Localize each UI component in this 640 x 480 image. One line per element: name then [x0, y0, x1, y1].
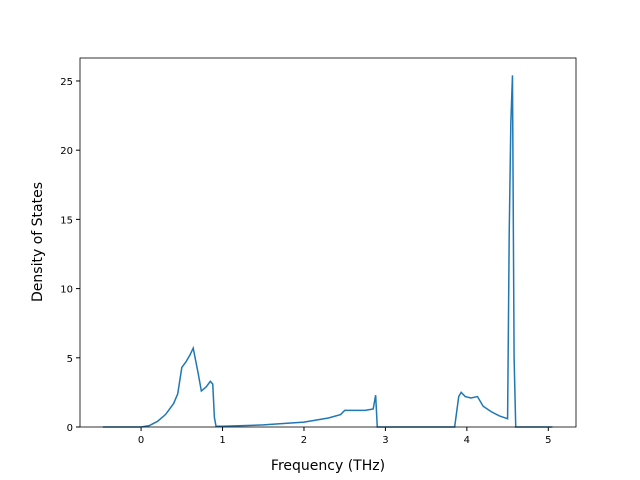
data-line: [102, 75, 553, 428]
y-tick-label: 0: [67, 423, 73, 434]
x-tick-label: 5: [545, 435, 551, 446]
y-tick-label: 20: [60, 146, 73, 157]
x-tick-label: 3: [382, 435, 388, 446]
x-tick-label: 2: [301, 435, 307, 446]
plot-frame: [79, 57, 577, 428]
x-axis-label: Frequency (THz): [271, 458, 385, 474]
x-tick-label: 4: [464, 435, 470, 446]
x-tick-label: 1: [219, 435, 225, 446]
x-tick-label: 0: [138, 435, 144, 446]
y-tick-label: 15: [60, 215, 73, 226]
y-tick-label: 5: [67, 354, 73, 365]
y-tick-label: 25: [60, 77, 73, 88]
y-axis-label: Density of States: [30, 182, 46, 302]
y-tick-label: 10: [60, 285, 73, 296]
